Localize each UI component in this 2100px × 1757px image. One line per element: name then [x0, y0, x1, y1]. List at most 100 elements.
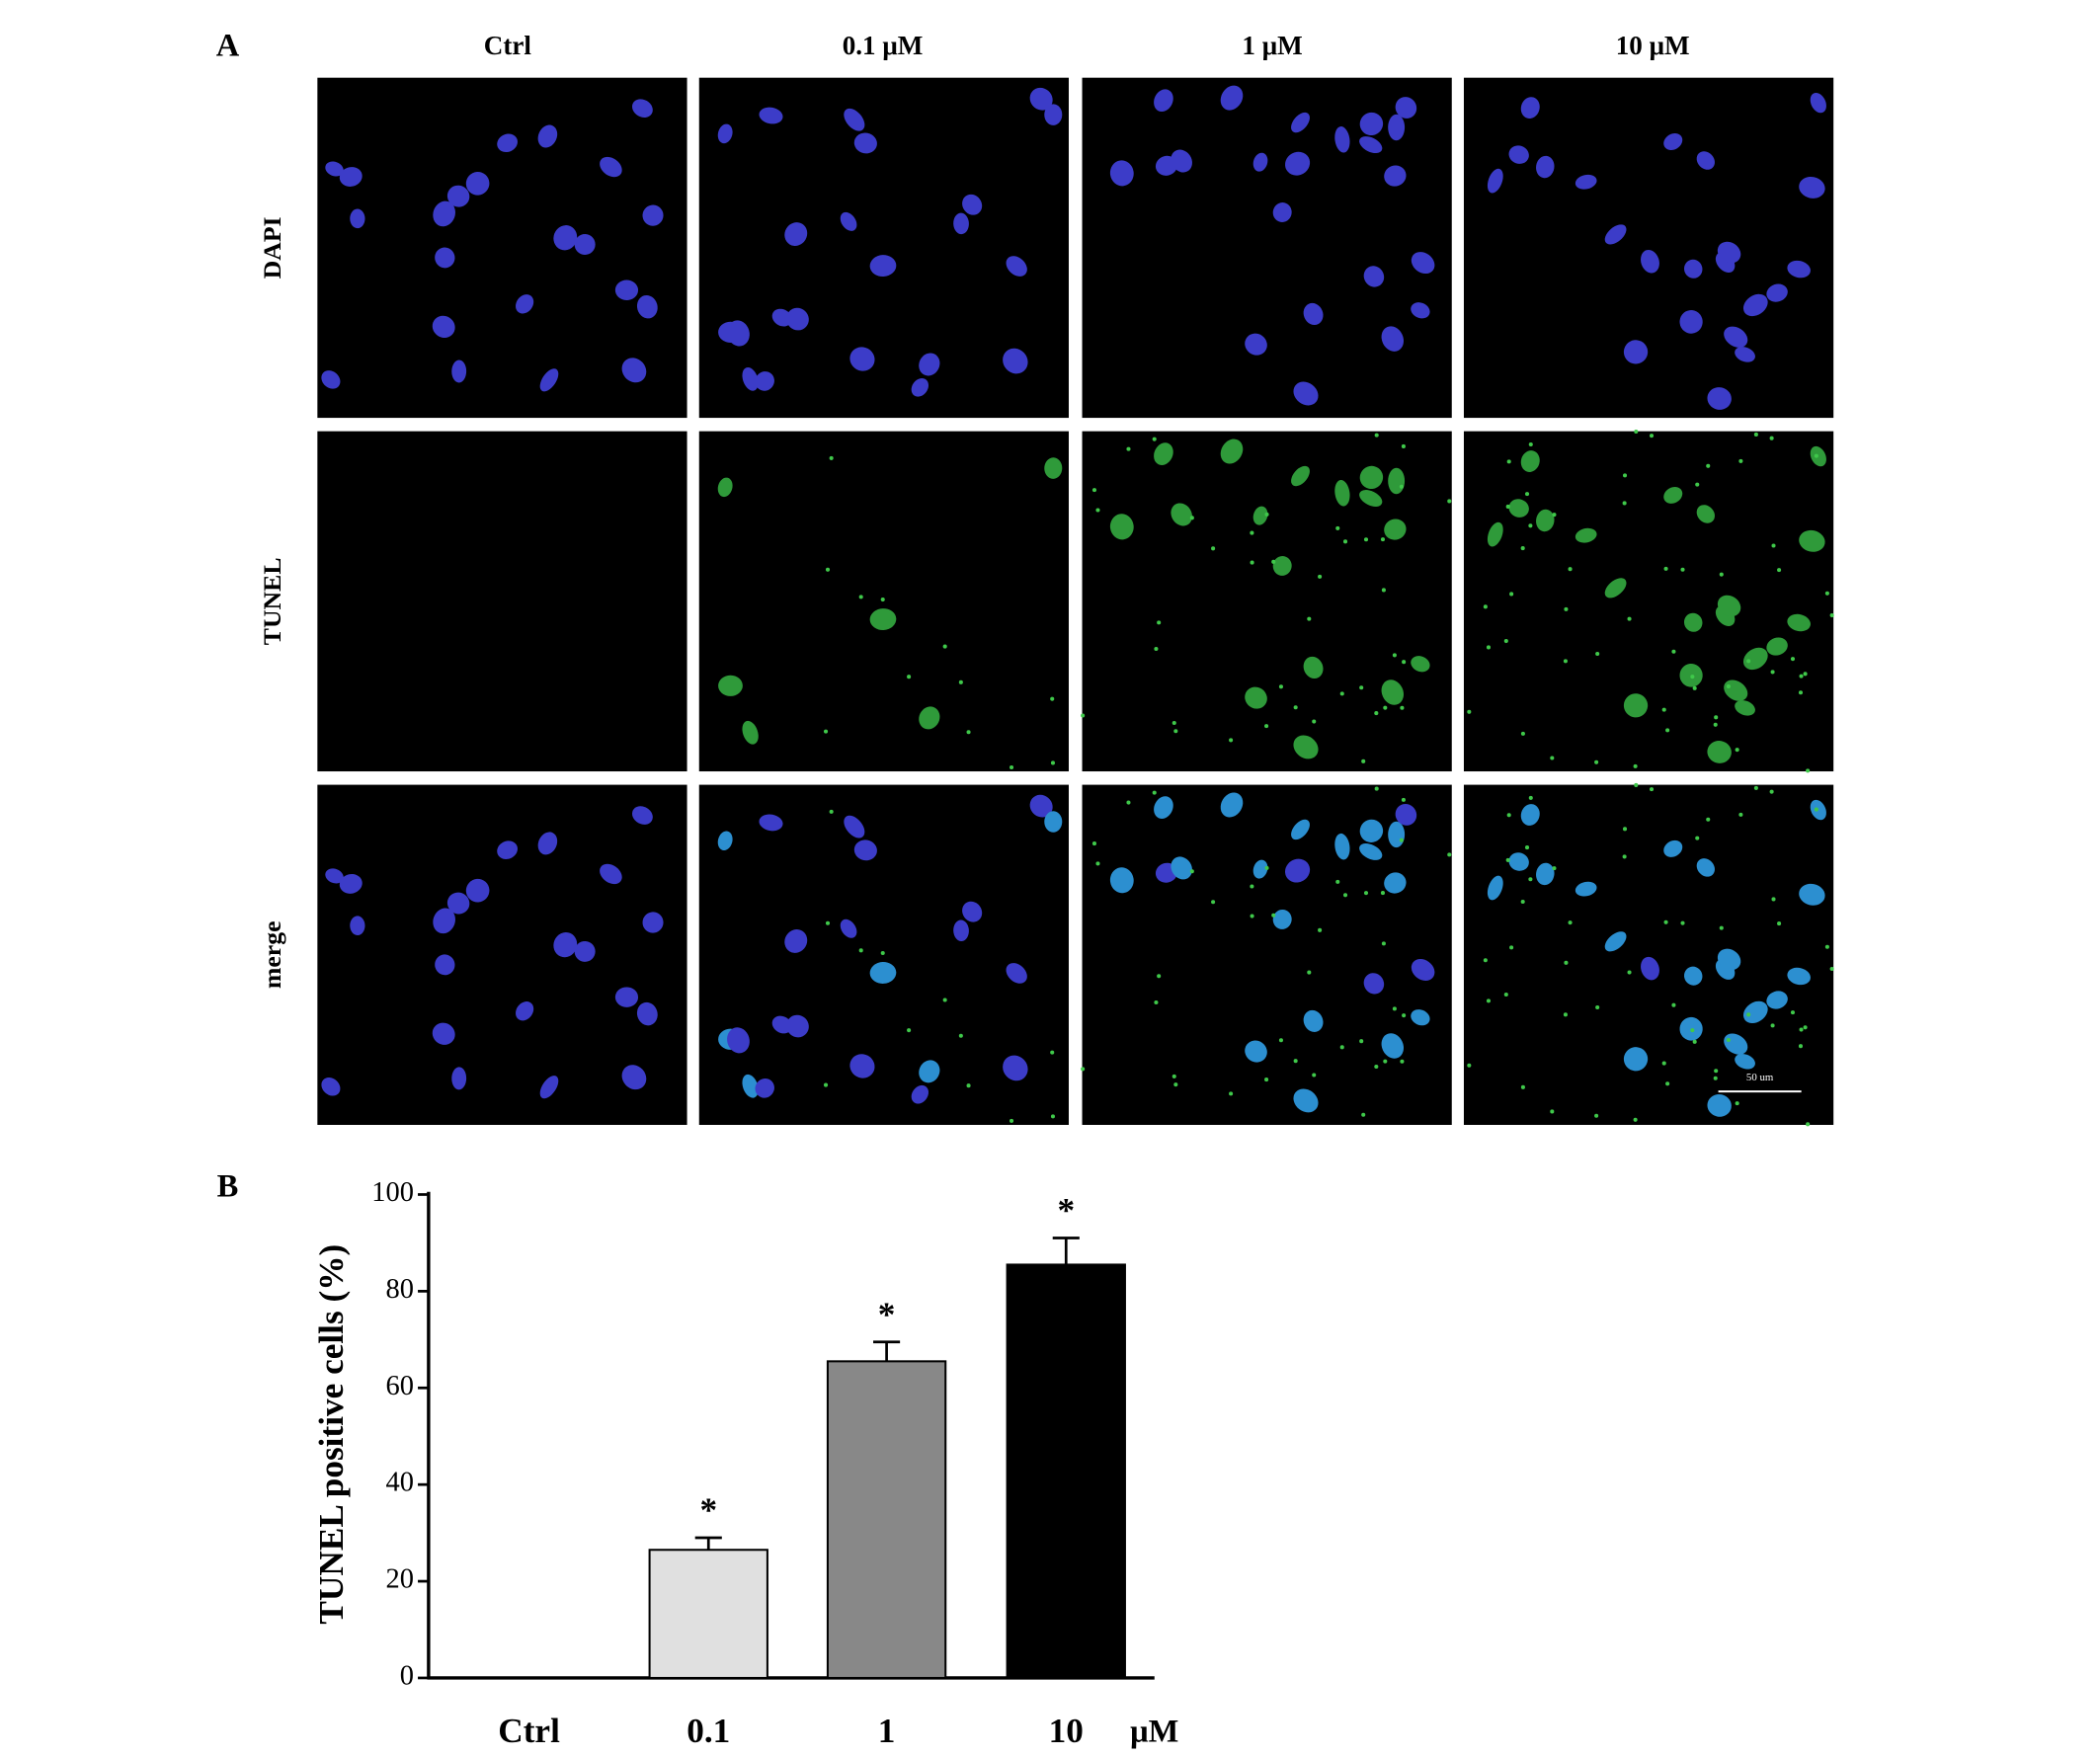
tunel-dot — [1392, 1006, 1397, 1011]
nucleus — [1575, 174, 1597, 190]
nucleus — [621, 358, 647, 383]
tunel-dot — [1467, 1063, 1472, 1068]
tunel-dot — [1563, 1012, 1568, 1017]
tunel-dot — [1550, 756, 1555, 760]
tunel-dot — [1706, 817, 1711, 822]
tunel-dot — [1770, 670, 1775, 675]
y-tick-label: 20 — [385, 1564, 413, 1595]
tunel-dot — [1824, 591, 1829, 596]
nucleus — [1663, 133, 1683, 150]
tunel-dot — [1250, 560, 1254, 565]
nucleus — [1717, 948, 1741, 971]
tunel-dot — [1050, 760, 1056, 765]
nucleus — [784, 929, 808, 953]
tunel-dot — [880, 950, 885, 956]
tunel-dot — [1392, 653, 1397, 658]
nucleus — [849, 347, 875, 371]
tunel-dot — [1307, 616, 1312, 621]
tunel-dot — [1359, 685, 1364, 690]
bar — [826, 1360, 947, 1679]
nucleus — [1293, 381, 1319, 406]
nucleus — [1003, 1055, 1028, 1081]
nucleus — [786, 307, 809, 331]
nucleus — [433, 908, 455, 934]
tunel-dot — [1211, 546, 1216, 551]
tunel-dot — [1594, 1113, 1599, 1118]
nucleus — [1766, 283, 1788, 302]
tunel-dot — [1010, 1118, 1014, 1123]
nucleus — [1359, 136, 1383, 154]
nucleus — [1508, 145, 1529, 164]
nucleus — [614, 280, 639, 300]
tunel-dot — [1399, 484, 1404, 489]
row-label: TUNEL — [258, 557, 286, 645]
tunel-dot — [942, 644, 947, 649]
nucleus — [1291, 112, 1310, 133]
tunel-dot — [1814, 807, 1818, 812]
nucleus — [919, 1060, 940, 1083]
tunel-dot — [1363, 537, 1369, 542]
tunel-dot — [1342, 893, 1348, 898]
nucleus — [771, 1015, 792, 1034]
tunel-dot — [1663, 919, 1668, 924]
nucleus — [339, 873, 363, 894]
nucleus — [516, 1001, 534, 1021]
tunel-dot — [1550, 1109, 1555, 1114]
tunel-dot — [958, 1033, 963, 1038]
x-tick-label: 10 — [1049, 1712, 1084, 1750]
tunel-dot — [1318, 927, 1323, 932]
tunel-dot — [1520, 731, 1525, 736]
tunel-dot — [858, 948, 863, 953]
nucleus — [1487, 521, 1503, 547]
tunel-dot — [1564, 960, 1569, 965]
tunel-dot — [1753, 432, 1758, 437]
tunel-dot — [1509, 592, 1514, 597]
tunel-dot — [1746, 1012, 1751, 1017]
tunel-dot — [1524, 492, 1530, 497]
bar — [1006, 1263, 1126, 1679]
nucleus — [446, 185, 470, 207]
tunel-dot — [1505, 857, 1510, 862]
nucleus — [717, 123, 733, 144]
nucleus — [1411, 252, 1435, 275]
nucleus — [1799, 176, 1825, 199]
panel-label: B — [217, 1169, 239, 1205]
tunel-dot — [1081, 1067, 1086, 1072]
nucleus — [727, 1027, 750, 1054]
nucleus — [911, 377, 929, 397]
tunel-dot — [825, 920, 831, 925]
tunel-dot — [1509, 945, 1514, 950]
tunel-dot — [1814, 453, 1818, 458]
nucleus — [1742, 293, 1768, 317]
nucleus — [727, 320, 750, 347]
nucleus — [844, 108, 865, 131]
nucleus — [1487, 875, 1503, 901]
nucleus — [574, 234, 596, 255]
tunel-dot — [1771, 897, 1776, 902]
tunel-dot — [958, 679, 963, 684]
nucleus — [325, 868, 344, 884]
nucleus — [759, 814, 783, 832]
nucleus — [1508, 499, 1529, 518]
tunel-dot — [1563, 659, 1568, 664]
tunel-dot — [1154, 999, 1159, 1005]
nucleus — [1334, 126, 1350, 153]
nucleus — [321, 1078, 341, 1096]
nucleus — [1395, 803, 1417, 826]
tunel-dot — [1568, 920, 1573, 925]
nucleus — [1171, 856, 1192, 880]
nucleus — [771, 308, 792, 327]
nucleus — [1220, 439, 1244, 464]
tunel-dot — [1152, 790, 1157, 795]
tunel-dot — [823, 1082, 829, 1087]
tunel-dot — [1552, 866, 1557, 871]
tunel-dot — [880, 598, 885, 602]
tunel-dot — [1278, 1038, 1283, 1043]
tunel-dot — [1401, 443, 1406, 448]
nucleus — [1735, 1054, 1755, 1070]
nucleus — [1252, 859, 1268, 879]
nucleus — [962, 194, 983, 215]
tunel-dot — [1250, 914, 1254, 918]
tunel-dot — [1695, 482, 1700, 487]
tunel-dot — [1627, 616, 1632, 621]
